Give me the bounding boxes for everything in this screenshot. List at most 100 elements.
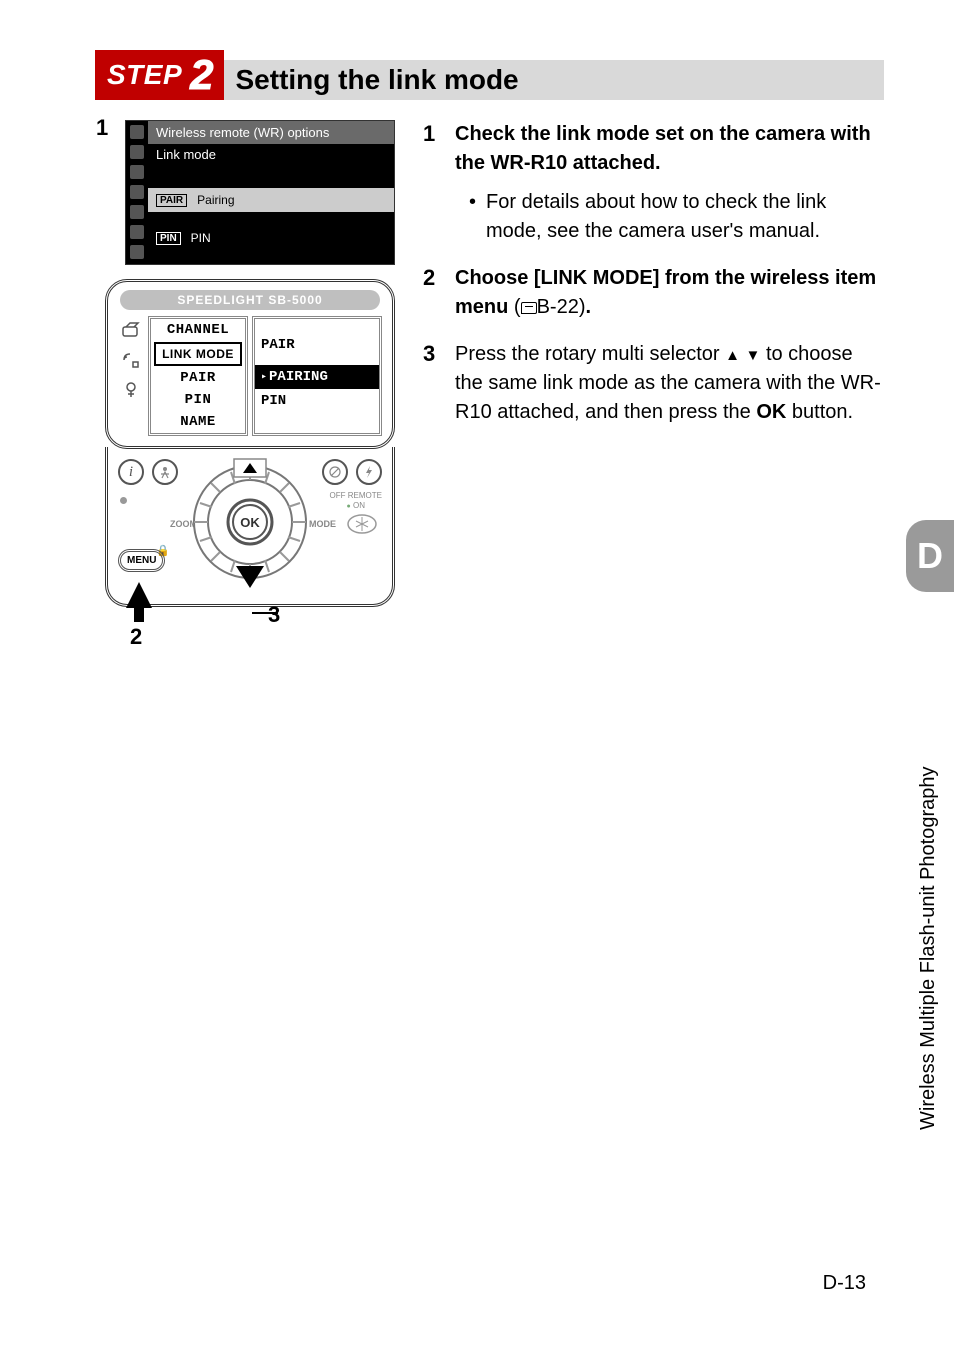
flash-button-icon bbox=[356, 459, 382, 485]
camera-menu-subtitle: Link mode bbox=[148, 144, 394, 162]
row-label: PIN bbox=[191, 231, 211, 245]
down-triangle-icon bbox=[746, 343, 761, 365]
lcd-spacer bbox=[255, 319, 379, 333]
remote-label-text: REMOTE bbox=[348, 491, 382, 500]
menu-icon bbox=[130, 225, 144, 239]
up-triangle-icon bbox=[725, 343, 740, 365]
lcd-menu-col: CHANNEL LINK MODE PAIR PIN NAME bbox=[148, 316, 248, 436]
indicator-dot-icon bbox=[120, 497, 127, 504]
step-title: Setting the link mode bbox=[236, 64, 519, 96]
callout-2-arrow-stem bbox=[134, 606, 144, 622]
row-label: Pairing bbox=[197, 193, 234, 207]
instruction-3: 3 Press the rotary multi selector to cho… bbox=[423, 340, 884, 427]
callout-2: 2 bbox=[130, 624, 142, 650]
wireless-icon bbox=[121, 350, 141, 370]
menu-button: MENU bbox=[118, 549, 165, 572]
remote-labels: OFF REMOTE ● ON bbox=[330, 491, 382, 512]
i-label: i bbox=[129, 464, 133, 481]
lcd-value-col: PAIR PAIRING PIN bbox=[252, 316, 382, 436]
camera-menu-spacer bbox=[148, 162, 394, 188]
callout-1: 1 bbox=[96, 115, 108, 141]
section-letter: D bbox=[917, 535, 943, 577]
menu-icon bbox=[130, 245, 144, 259]
lcd-value: PAIR bbox=[255, 333, 379, 357]
bolt-icon bbox=[363, 465, 375, 479]
instruction-bold-b: . bbox=[586, 296, 592, 318]
speedlight-diagram: SPEEDLIGHT SB-5000 CHANNEL LINK MODE PAI… bbox=[105, 279, 395, 607]
left-column: 1 Wireless remote (WR) options Link mode… bbox=[95, 120, 395, 607]
instruction-bold: Check the link mode set on the camera wi… bbox=[455, 123, 871, 174]
lcd-item-selected: LINK MODE bbox=[154, 342, 242, 366]
lcd-value-text: PAIRING bbox=[269, 369, 328, 385]
menu-icon bbox=[130, 145, 144, 159]
step-tab: STEP 2 bbox=[95, 50, 224, 100]
on-label: ON bbox=[353, 501, 365, 510]
step-header-bar: STEP 2 Setting the link mode bbox=[95, 60, 884, 100]
row-badge: PIN bbox=[156, 232, 181, 245]
step-word: STEP bbox=[107, 59, 182, 91]
instruction-number: 3 bbox=[423, 340, 445, 427]
instruction-number: 2 bbox=[423, 264, 445, 322]
instruction-text-c: button. bbox=[792, 401, 853, 423]
instruction-body: Check the link mode set on the camera wi… bbox=[455, 120, 884, 246]
camera-menu-row-pair: PAIR Pairing bbox=[148, 188, 394, 212]
run-button-icon bbox=[152, 459, 178, 485]
camera-menu-header: Wireless remote (WR) options bbox=[148, 121, 394, 144]
camera-menu-body: Wireless remote (WR) options Link mode P… bbox=[148, 121, 394, 264]
instruction-ref: (B-22) bbox=[514, 296, 586, 318]
step-number: 2 bbox=[190, 54, 213, 96]
off-label: OFF bbox=[330, 491, 346, 500]
lcd-value-highlight: PAIRING bbox=[255, 365, 379, 389]
instruction-text-a: Press the rotary multi selector bbox=[455, 343, 725, 365]
bullet-text: For details about how to check the link … bbox=[486, 188, 884, 246]
callout-2-arrow-icon bbox=[126, 582, 152, 608]
camera-menu-spacer bbox=[148, 212, 394, 226]
lcd-icon-col bbox=[118, 316, 144, 436]
person-icon bbox=[158, 465, 172, 479]
instruction-1: 1 Check the link mode set on the camera … bbox=[423, 120, 884, 246]
speedlight-title: SPEEDLIGHT SB-5000 bbox=[120, 290, 380, 310]
lcd-item: CHANNEL bbox=[151, 319, 245, 341]
menu-icon bbox=[130, 165, 144, 179]
lcd-item: PAIR bbox=[151, 367, 245, 389]
camera-menu-footer bbox=[148, 250, 394, 264]
camera-menu-diagram: 1 Wireless remote (WR) options Link mode… bbox=[125, 120, 395, 265]
lcd-spacer bbox=[255, 357, 379, 365]
book-icon bbox=[521, 302, 537, 314]
menu-icon bbox=[130, 205, 144, 219]
section-title-vertical: Wireless Multiple Flash-unit Photography bbox=[917, 610, 940, 1130]
bullet-icon: • bbox=[469, 188, 476, 246]
speedlight-lcd-grid: CHANNEL LINK MODE PAIR PIN NAME PAIR PAI… bbox=[114, 316, 386, 436]
lcd-value: PIN bbox=[255, 389, 379, 413]
content-row: 1 Wireless remote (WR) options Link mode… bbox=[95, 120, 884, 607]
ok-text: OK bbox=[756, 401, 786, 423]
ok-label: OK bbox=[240, 515, 260, 530]
remote-switch-icon bbox=[346, 513, 378, 535]
menu-icon bbox=[130, 125, 144, 139]
right-column: 1 Check the link mode set on the camera … bbox=[423, 120, 884, 445]
down-triangle-icon bbox=[236, 566, 264, 588]
callout-3: 3 bbox=[268, 602, 280, 628]
lcd-item: PIN bbox=[151, 389, 245, 411]
instruction-2: 2 Choose [LINK MODE] from the wireless i… bbox=[423, 264, 884, 322]
page: STEP 2 Setting the link mode 1 bbox=[0, 0, 954, 1345]
camera-menu-iconstrip bbox=[126, 121, 148, 264]
info-button-icon: i bbox=[118, 459, 144, 485]
speedlight-controls: i 🔒 MENU ZOOM MODE O bbox=[105, 447, 395, 607]
instruction-bullet: • For details about how to check the lin… bbox=[455, 188, 884, 246]
circle-slash-icon bbox=[328, 465, 342, 479]
percent-button-icon bbox=[322, 459, 348, 485]
link-icon bbox=[121, 380, 141, 400]
lcd-item: NAME bbox=[151, 411, 245, 433]
erase-icon bbox=[121, 320, 141, 340]
camera-menu-row-pin: PIN PIN bbox=[148, 226, 394, 250]
instruction-number: 1 bbox=[423, 120, 445, 246]
row-badge: PAIR bbox=[156, 194, 187, 207]
ref-text: B-22 bbox=[537, 296, 579, 318]
page-number: D-13 bbox=[823, 1272, 866, 1295]
instruction-body: Choose [LINK MODE] from the wireless ite… bbox=[455, 264, 884, 322]
instruction-body: Press the rotary multi selector to choos… bbox=[455, 340, 884, 427]
section-tab: D bbox=[906, 520, 954, 592]
menu-icon bbox=[130, 185, 144, 199]
speedlight-lcd-panel: SPEEDLIGHT SB-5000 CHANNEL LINK MODE PAI… bbox=[105, 279, 395, 449]
